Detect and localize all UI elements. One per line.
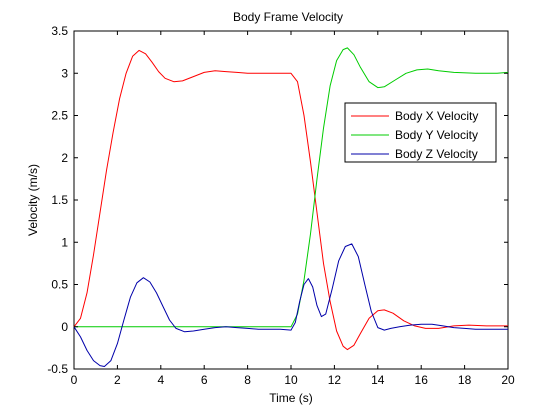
x-tick-label: 2 <box>114 373 121 387</box>
y-tick-label: 1.5 <box>51 193 68 207</box>
y-tick-label: 2 <box>61 151 68 165</box>
ticks-layer: 0 2 4 6 8 10 12 14 16 18 20-0.500.511.522.533.5 <box>47 24 515 387</box>
x-tick-label: 6 <box>201 373 208 387</box>
legend-box <box>344 102 497 163</box>
y-tick-label: 0 <box>61 320 68 334</box>
series-line-3 <box>73 243 508 367</box>
y-tick-label: 0.5 <box>51 278 68 292</box>
chart-title: Body Frame Velocity <box>233 10 343 24</box>
legend: Body X Velocity Body Y Velocity Body Z Vel… <box>344 102 497 163</box>
plot-frame <box>73 30 509 370</box>
x-tick-label: 14 <box>371 373 385 387</box>
series-line-1 <box>73 49 508 351</box>
x-tick-label: 8 <box>244 373 251 387</box>
x-tick-label: 4 <box>157 373 164 387</box>
legend-label-1: Body X Velocity <box>395 109 478 123</box>
legend-label-2: Body Y Velocity <box>395 128 478 142</box>
y-tick-label: -0.5 <box>47 362 68 376</box>
x-tick-label: 16 <box>415 373 429 387</box>
x-tick-label: 12 <box>328 373 342 387</box>
y-axis-title: Velocity (m/s) <box>26 164 40 236</box>
plot-area <box>73 30 509 370</box>
y-tick-label: 1 <box>61 235 68 249</box>
legend-label-3: Body Z Velocity <box>395 147 478 161</box>
x-tick-label: 0 <box>71 373 78 387</box>
y-tick-label: 2.5 <box>51 109 68 123</box>
series-line-2 <box>74 47 509 328</box>
y-tick-label: 3.5 <box>51 24 68 38</box>
x-axis-title: Time (s) <box>269 391 313 405</box>
x-tick-label: 18 <box>458 373 472 387</box>
x-tick-label: 10 <box>284 373 298 387</box>
x-tick-label: 20 <box>501 373 515 387</box>
series-layer <box>73 47 509 367</box>
y-tick-label: 3 <box>61 66 68 80</box>
